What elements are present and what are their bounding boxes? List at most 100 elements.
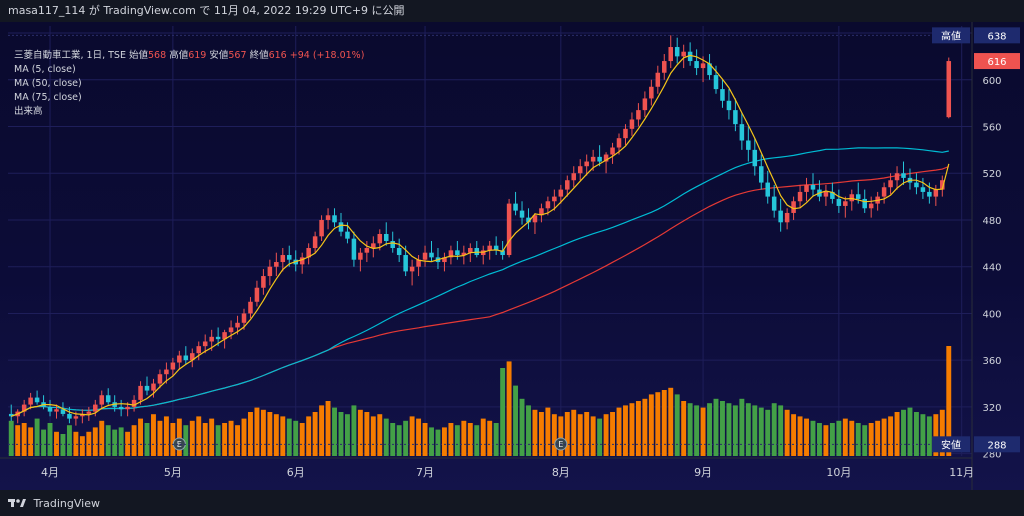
candle-body (80, 413, 85, 417)
candle-body (60, 409, 66, 414)
candle-body (830, 191, 835, 199)
candle-body (371, 243, 376, 249)
candle-body (765, 182, 770, 197)
candle-body (526, 217, 531, 223)
legend-ohlc: 三菱自動車工業, 1日, TSE 始値568 高値619 安値567 終値616… (14, 49, 364, 63)
candle-body (202, 341, 208, 347)
volume-bar (487, 420, 493, 456)
candle-body (86, 411, 92, 414)
y-tick-label: 400 (982, 309, 1001, 320)
volume-bar (752, 405, 758, 456)
volume-bar (306, 416, 312, 456)
volume-bar (151, 414, 156, 456)
volume-bar (933, 414, 939, 456)
candles (8, 35, 952, 426)
candle-body (474, 248, 480, 256)
candle-body (733, 110, 738, 125)
candle-body (920, 187, 926, 192)
price-marker-box (974, 27, 1020, 44)
publish-bar: masa117_114 が TradingView.com で 11月 04, … (0, 0, 1024, 22)
volume-bar (700, 407, 706, 456)
candle-body (868, 203, 874, 209)
volume-bar (946, 346, 952, 456)
volume-bar (170, 423, 176, 456)
legend-ma5[interactable]: MA (5, close) (14, 64, 76, 75)
volume-bar (370, 416, 376, 456)
candle-body (177, 355, 182, 363)
legend-ma75[interactable]: MA (75, close) (14, 92, 82, 103)
volume-bar (202, 423, 208, 456)
volume-bar (441, 427, 447, 456)
volume-bar (577, 414, 583, 456)
volume-bar (112, 429, 118, 456)
volume-bar (558, 416, 564, 456)
legend-close-label: 終値 (249, 50, 269, 61)
volume-bar (215, 425, 221, 456)
volume-bar (804, 418, 809, 456)
volume-bar (797, 416, 803, 456)
candle-body (28, 397, 33, 405)
price-marker-tag (932, 27, 970, 44)
candle-body (448, 250, 454, 258)
candle-body (888, 180, 893, 188)
x-tick-label: 7月 (416, 466, 434, 479)
candle-body (73, 416, 79, 419)
volume-bar (241, 418, 247, 456)
candle-body (778, 210, 783, 223)
volume-bar (713, 398, 719, 456)
volume-bar (47, 423, 53, 456)
candle-body (228, 327, 234, 333)
volume-bar (823, 425, 829, 456)
candle-body (590, 156, 596, 162)
volume-bar (163, 416, 169, 456)
volume-bar (842, 418, 848, 456)
volume-bar (616, 407, 622, 456)
candle-body (700, 63, 706, 69)
candle-body (946, 61, 952, 118)
candle-body (810, 184, 816, 190)
volume-bar (635, 401, 641, 456)
volume-bar (92, 427, 98, 456)
legend-ma50[interactable]: MA (50, close) (14, 78, 82, 89)
price-chart[interactable]: EEJPY280320360400440480520560600高値638616… (0, 22, 1024, 490)
candle-body (506, 203, 512, 256)
candle-body (784, 212, 790, 223)
legend-open-label: 始値 (129, 50, 149, 61)
candle-body (752, 149, 758, 167)
candle-body (358, 252, 363, 260)
candle-body (532, 215, 538, 223)
footer: TradingView (0, 490, 1024, 515)
legend-close: 616 (268, 50, 287, 61)
candle-body (797, 191, 803, 202)
volume-bar (765, 409, 771, 456)
volume-bar (41, 429, 47, 456)
volume-bar (532, 409, 538, 456)
volume-bar (913, 412, 919, 456)
volume-bar (564, 412, 570, 456)
candle-body (836, 198, 842, 206)
volume-bar (584, 412, 590, 456)
candle-body (623, 128, 628, 139)
legend-low-label: 安値 (209, 50, 229, 61)
ma50-line (10, 147, 949, 417)
candle-body (67, 413, 72, 419)
candle-body (603, 154, 609, 162)
volume-bar (745, 403, 751, 456)
volume-bar (429, 427, 434, 456)
candle-body (215, 336, 221, 340)
candle-body (144, 385, 150, 391)
candle-body (131, 399, 137, 407)
candle-body (34, 397, 40, 403)
volume-bar (222, 423, 228, 456)
chart-svg[interactable]: EEJPY280320360400440480520560600高値638616… (0, 22, 1024, 490)
volume-bar (254, 407, 260, 456)
candle-body (933, 189, 939, 197)
y-tick-label: 560 (982, 122, 1001, 133)
candle-body (403, 255, 408, 272)
volume-bar (926, 416, 932, 456)
volume-bar (881, 418, 887, 456)
volume-bar (34, 418, 40, 456)
price-marker-tag (932, 436, 970, 453)
legend-volume[interactable]: 出来高 (14, 106, 43, 117)
candle-body (248, 301, 253, 314)
